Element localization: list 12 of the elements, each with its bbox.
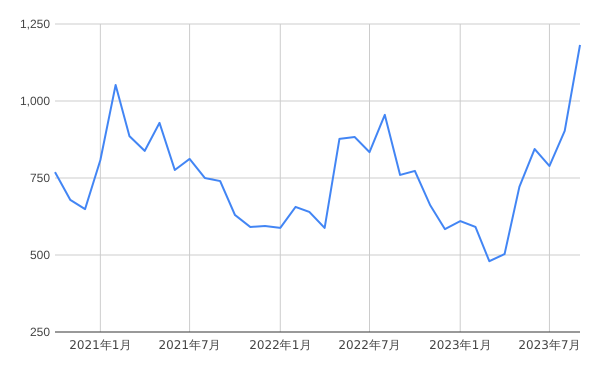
x-tick-label: 2021年7月	[158, 338, 221, 352]
y-tick-label: 500	[30, 248, 50, 262]
y-tick-label: 1,250	[20, 17, 50, 32]
y-tick-label: 1,000	[20, 94, 50, 108]
x-tick-label: 2022年1月	[249, 338, 312, 352]
y-tick-label: 750	[30, 171, 50, 186]
x-tick-label: 2023年1月	[429, 338, 492, 352]
line-series	[54, 44, 581, 262]
x-tick-label: 2021年1月	[69, 338, 132, 352]
y-tick-label: 250	[30, 325, 50, 340]
x-tick-label: 2022年7月	[338, 338, 401, 352]
x-tick-label: 2023年7月	[518, 338, 581, 352]
